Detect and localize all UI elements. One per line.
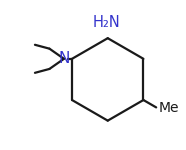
Text: N: N — [58, 51, 70, 66]
Text: Me: Me — [158, 101, 179, 115]
Text: H₂N: H₂N — [92, 15, 120, 30]
